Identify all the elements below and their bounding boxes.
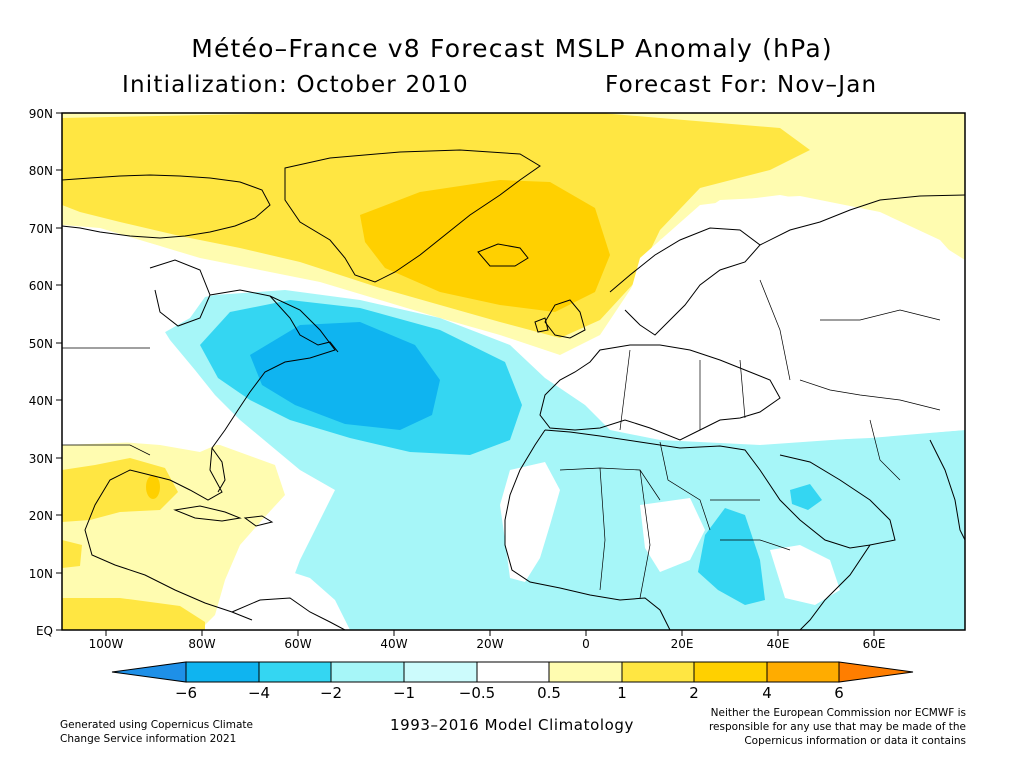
colorbar-cell (330, 661, 405, 683)
lon-label: 40W (380, 637, 407, 651)
lon-label: 20W (476, 637, 503, 651)
lat-label: 80N (29, 164, 53, 178)
colorbar-cell (403, 661, 478, 683)
colorbar-label: −1 (393, 684, 415, 702)
anomaly-neg1-neg2-africa (698, 508, 765, 605)
lat-label: 20N (29, 509, 53, 523)
lat-label: 10N (29, 567, 53, 581)
forecast-period-label: Forecast For: Nov–Jan (605, 72, 878, 98)
colorbar-label: 4 (762, 684, 772, 702)
lat-label: 60N (29, 279, 53, 293)
credit-line: Generated using Copernicus Climate (60, 719, 253, 731)
hispaniola (243, 515, 274, 527)
lon-label: 20E (671, 637, 694, 651)
credit-line: Change Service information 2021 (60, 733, 237, 745)
climatology-label: 1993–2016 Model Climatology (389, 716, 635, 734)
initialization-label: Initialization: October 2010 (122, 72, 469, 98)
colorbar-label: 0.5 (537, 684, 561, 702)
india-coast (929, 439, 965, 541)
map-title: Météo–France v8 Forecast MSLP Anomaly (h… (191, 34, 833, 63)
lon-label: 100W (89, 637, 124, 651)
colorbar-cell (258, 661, 332, 683)
near-zero-east-africa (770, 545, 840, 605)
arabia-coast (779, 454, 896, 546)
near-zero-north-america (62, 232, 228, 452)
disclaimer: Neither the European Commission nor ECMW… (709, 706, 966, 748)
disclaimer-line: Copernicus information or data it contai… (744, 735, 966, 747)
coastlines (62, 149, 965, 630)
anomaly-neg2-neg4 (250, 322, 440, 430)
florida (211, 447, 226, 493)
lat-label: 40N (29, 394, 53, 408)
map-frame (61, 112, 966, 631)
lon-label: 0 (582, 637, 590, 651)
anomaly-1-2-south-c (62, 598, 205, 630)
borders (62, 279, 941, 599)
colorbar-label: −2 (320, 684, 342, 702)
colorbar-label: 1 (617, 684, 627, 702)
british-isles (534, 299, 586, 339)
colorbar: −6 −4 −2 −1 −0.5 0.5 1 2 4 6 (111, 661, 914, 702)
greenland-coast (284, 149, 541, 283)
lat-label: 50N (29, 337, 53, 351)
colorbar-label: −0.5 (459, 684, 495, 702)
iceland-coast (477, 243, 529, 267)
colorbar-label: −6 (175, 684, 197, 702)
disclaimer-line: Neither the European Commission nor ECMW… (710, 707, 966, 719)
russia-arctic-coast (759, 194, 965, 246)
anomaly-fields (62, 113, 965, 630)
colorbar-cell (621, 661, 695, 683)
labrador-newfoundland (269, 295, 339, 353)
colorbar-cell (693, 661, 768, 683)
hudson-bay-coast (149, 259, 211, 327)
colorbar-label: −4 (248, 684, 270, 702)
cuba (173, 505, 242, 522)
disclaimer-line: responsible for any use that may be made… (708, 721, 966, 733)
colorbar-arrow-left (111, 661, 187, 683)
lat-label: EQ (36, 624, 53, 638)
colorbar-arrow-right (838, 661, 914, 683)
europe-coast (539, 344, 781, 441)
south-america-north-coast (231, 597, 346, 630)
anomaly-1-2-south-b (62, 540, 82, 568)
colorbar-cell (766, 661, 840, 683)
anomaly-1-2-south (62, 458, 178, 522)
scandinavia (609, 227, 761, 336)
lon-label: 40E (767, 637, 790, 651)
near-zero-west-africa (500, 462, 560, 582)
lat-label: 30N (29, 452, 53, 466)
north-america-east-coast (84, 289, 336, 621)
near-zero-sahel (640, 498, 705, 572)
colorbar-cell (548, 661, 623, 683)
africa-coast (504, 429, 872, 630)
copernicus-credit: Generated using Copernicus Climate Chang… (60, 718, 253, 746)
colorbar-cell (185, 661, 260, 683)
anomaly-neg1-neg2-arabia (790, 484, 822, 510)
lon-label: 80W (188, 637, 215, 651)
near-zero-europe (565, 195, 965, 442)
lat-label: 70N (29, 222, 53, 236)
lon-label: 60W (284, 637, 311, 651)
colorbar-label: 2 (689, 684, 699, 702)
longitude-axis: 100W 80W 60W 40W 20W 0 20E 40E 60E (89, 630, 886, 651)
canada-arctic-coast (62, 174, 271, 239)
lat-label: 90N (29, 107, 53, 121)
anomaly-2-4-north (360, 180, 610, 312)
anomaly-2-4-south (146, 475, 160, 499)
near-zero-south-america (225, 565, 350, 630)
latitude-axis: 90N 80N 70N 60N 50N 40N 30N 20N 10N EQ (29, 107, 62, 638)
lon-label: 60E (863, 637, 886, 651)
colorbar-label: 6 (834, 684, 844, 702)
colorbar-cell (476, 661, 550, 683)
